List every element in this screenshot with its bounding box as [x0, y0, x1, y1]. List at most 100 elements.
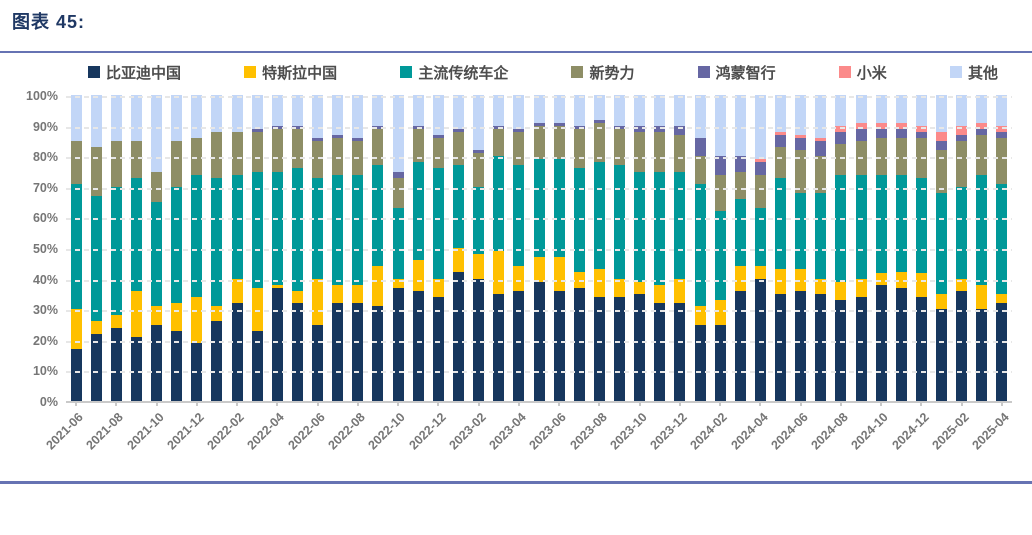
segment-other-2025-04	[996, 95, 1008, 126]
segment-tesla-2024-07	[815, 278, 827, 294]
bar-2023-07	[573, 95, 585, 401]
bar-2021-09	[130, 95, 142, 401]
segment-traditional-oems-2024-06	[795, 192, 807, 270]
segment-harmony-2023-01	[452, 128, 464, 132]
bar-2023-09	[614, 95, 625, 401]
segment-xiaomi-2024-07	[815, 137, 827, 141]
segment-byd-2023-03	[493, 293, 505, 401]
segment-new-forces-2023-03	[493, 128, 505, 157]
segment-tesla-2021-11	[171, 303, 183, 331]
segment-tesla-2023-02	[473, 254, 485, 279]
bar-2022-09	[372, 95, 384, 401]
bar-2024-10	[875, 95, 887, 401]
legend-item-tesla: 特斯拉中国	[244, 62, 337, 83]
segment-new-forces-2023-08	[593, 122, 605, 163]
x-tick-2023-04	[517, 401, 520, 406]
segment-harmony-2025-02	[956, 134, 968, 141]
segment-byd-2024-02	[714, 324, 726, 401]
segment-tesla-2022-06	[312, 278, 324, 325]
x-tick-2024-08	[839, 401, 842, 406]
segment-new-forces-2022-10	[392, 177, 404, 209]
segment-tesla-2023-10	[634, 281, 646, 294]
bar-2023-05	[533, 95, 545, 401]
segment-tesla-2023-12	[674, 278, 686, 304]
segment-new-forces-2023-07	[573, 128, 585, 169]
segment-other-2024-07	[815, 95, 827, 138]
segment-traditional-oems-2023-08	[593, 162, 605, 270]
segment-tesla-2023-01	[452, 248, 464, 273]
segment-xiaomi-2025-04	[996, 125, 1008, 132]
segment-tesla-2023-05	[533, 257, 545, 282]
segment-new-forces-2022-01	[211, 131, 223, 178]
segment-byd-2024-11	[895, 287, 907, 401]
bar-2024-09	[855, 95, 867, 401]
bar-2024-02	[714, 95, 726, 401]
segment-byd-2023-05	[533, 281, 545, 401]
segment-new-forces-2023-12	[674, 134, 686, 172]
segment-traditional-oems-2024-11	[895, 174, 907, 273]
segment-harmony-2022-03	[251, 128, 263, 132]
bar-2021-11	[171, 95, 183, 401]
segment-byd-2021-08	[110, 327, 122, 401]
x-tick-2024-02	[719, 401, 722, 406]
segment-traditional-oems-2021-06	[70, 183, 82, 310]
bar-2021-08	[110, 95, 122, 401]
x-tick-2022-12	[437, 401, 440, 406]
segment-byd-2021-10	[151, 324, 163, 401]
bar-2022-08	[352, 95, 364, 401]
y-axis-label-100%: 100%	[26, 89, 58, 103]
segment-xiaomi-2024-04	[754, 159, 766, 163]
x-tick-2021-12	[195, 401, 198, 406]
legend-item-other: 其他	[949, 62, 998, 83]
legend-label-harmony: 鸿蒙智行	[715, 65, 776, 82]
legend-label-other: 其他	[967, 65, 998, 82]
segment-byd-2022-08	[352, 303, 364, 401]
bar-2021-07	[90, 95, 102, 401]
x-axis-label-2023-08: 2023-08	[566, 410, 610, 453]
y-axis-label-20%: 20%	[32, 333, 58, 348]
segment-byd-2025-01	[936, 309, 948, 401]
bar-2023-11	[654, 95, 666, 401]
segment-byd-2023-12	[674, 303, 686, 401]
segment-harmony-2024-08	[835, 131, 847, 144]
segment-other-2023-05	[533, 95, 545, 123]
bar-2024-07	[815, 95, 827, 401]
legend: 比亚迪中国 特斯拉中国 主流传统车企 新势力 鸿蒙智行 小米 其他	[88, 60, 998, 84]
legend-label-byd: 比亚迪中国	[106, 65, 182, 82]
bar-2023-10	[634, 95, 646, 401]
segment-other-2023-09	[614, 95, 625, 126]
segment-xiaomi-2024-06	[795, 134, 807, 138]
segment-new-forces-2023-02	[473, 153, 485, 187]
legend-label-xiaomi: 小米	[856, 65, 887, 82]
segment-harmony-2025-03	[976, 128, 988, 135]
segment-byd-2024-05	[775, 293, 787, 401]
segment-traditional-oems-2022-03	[251, 171, 263, 288]
segment-harmony-2023-06	[553, 122, 565, 126]
x-axis-label-2024-12: 2024-12	[888, 410, 932, 453]
segment-harmony-2024-12	[915, 131, 927, 138]
segment-harmony-2022-08	[352, 137, 364, 141]
segment-other-2022-06	[312, 95, 324, 138]
chart-title: 图表 45:	[12, 12, 86, 32]
x-tick-2021-08	[115, 401, 118, 406]
segment-other-2024-06	[795, 95, 807, 135]
segment-other-2023-12	[674, 95, 686, 126]
segment-traditional-oems-2024-07	[815, 192, 827, 279]
segment-byd-2024-01	[694, 324, 706, 401]
y-axis-label-60%: 60%	[32, 211, 58, 226]
segment-byd-2025-02	[956, 290, 968, 401]
segment-other-2022-09	[372, 95, 384, 126]
segment-tesla-2024-05	[775, 269, 787, 294]
x-axis-label-2021-06: 2021-06	[43, 410, 86, 453]
segment-other-2022-07	[332, 95, 344, 135]
x-tick-2023-10	[638, 401, 641, 406]
bar-2022-11	[412, 95, 424, 401]
bar-2023-06	[553, 95, 565, 401]
segment-traditional-oems-2024-05	[775, 177, 787, 270]
x-tick-2021-06	[75, 401, 78, 406]
segment-new-forces-2024-03	[734, 171, 746, 200]
segment-byd-2024-03	[734, 290, 746, 401]
segment-new-forces-2024-10	[875, 137, 887, 175]
segment-traditional-oems-2021-08	[110, 186, 122, 316]
segment-new-forces-2021-10	[151, 171, 163, 203]
